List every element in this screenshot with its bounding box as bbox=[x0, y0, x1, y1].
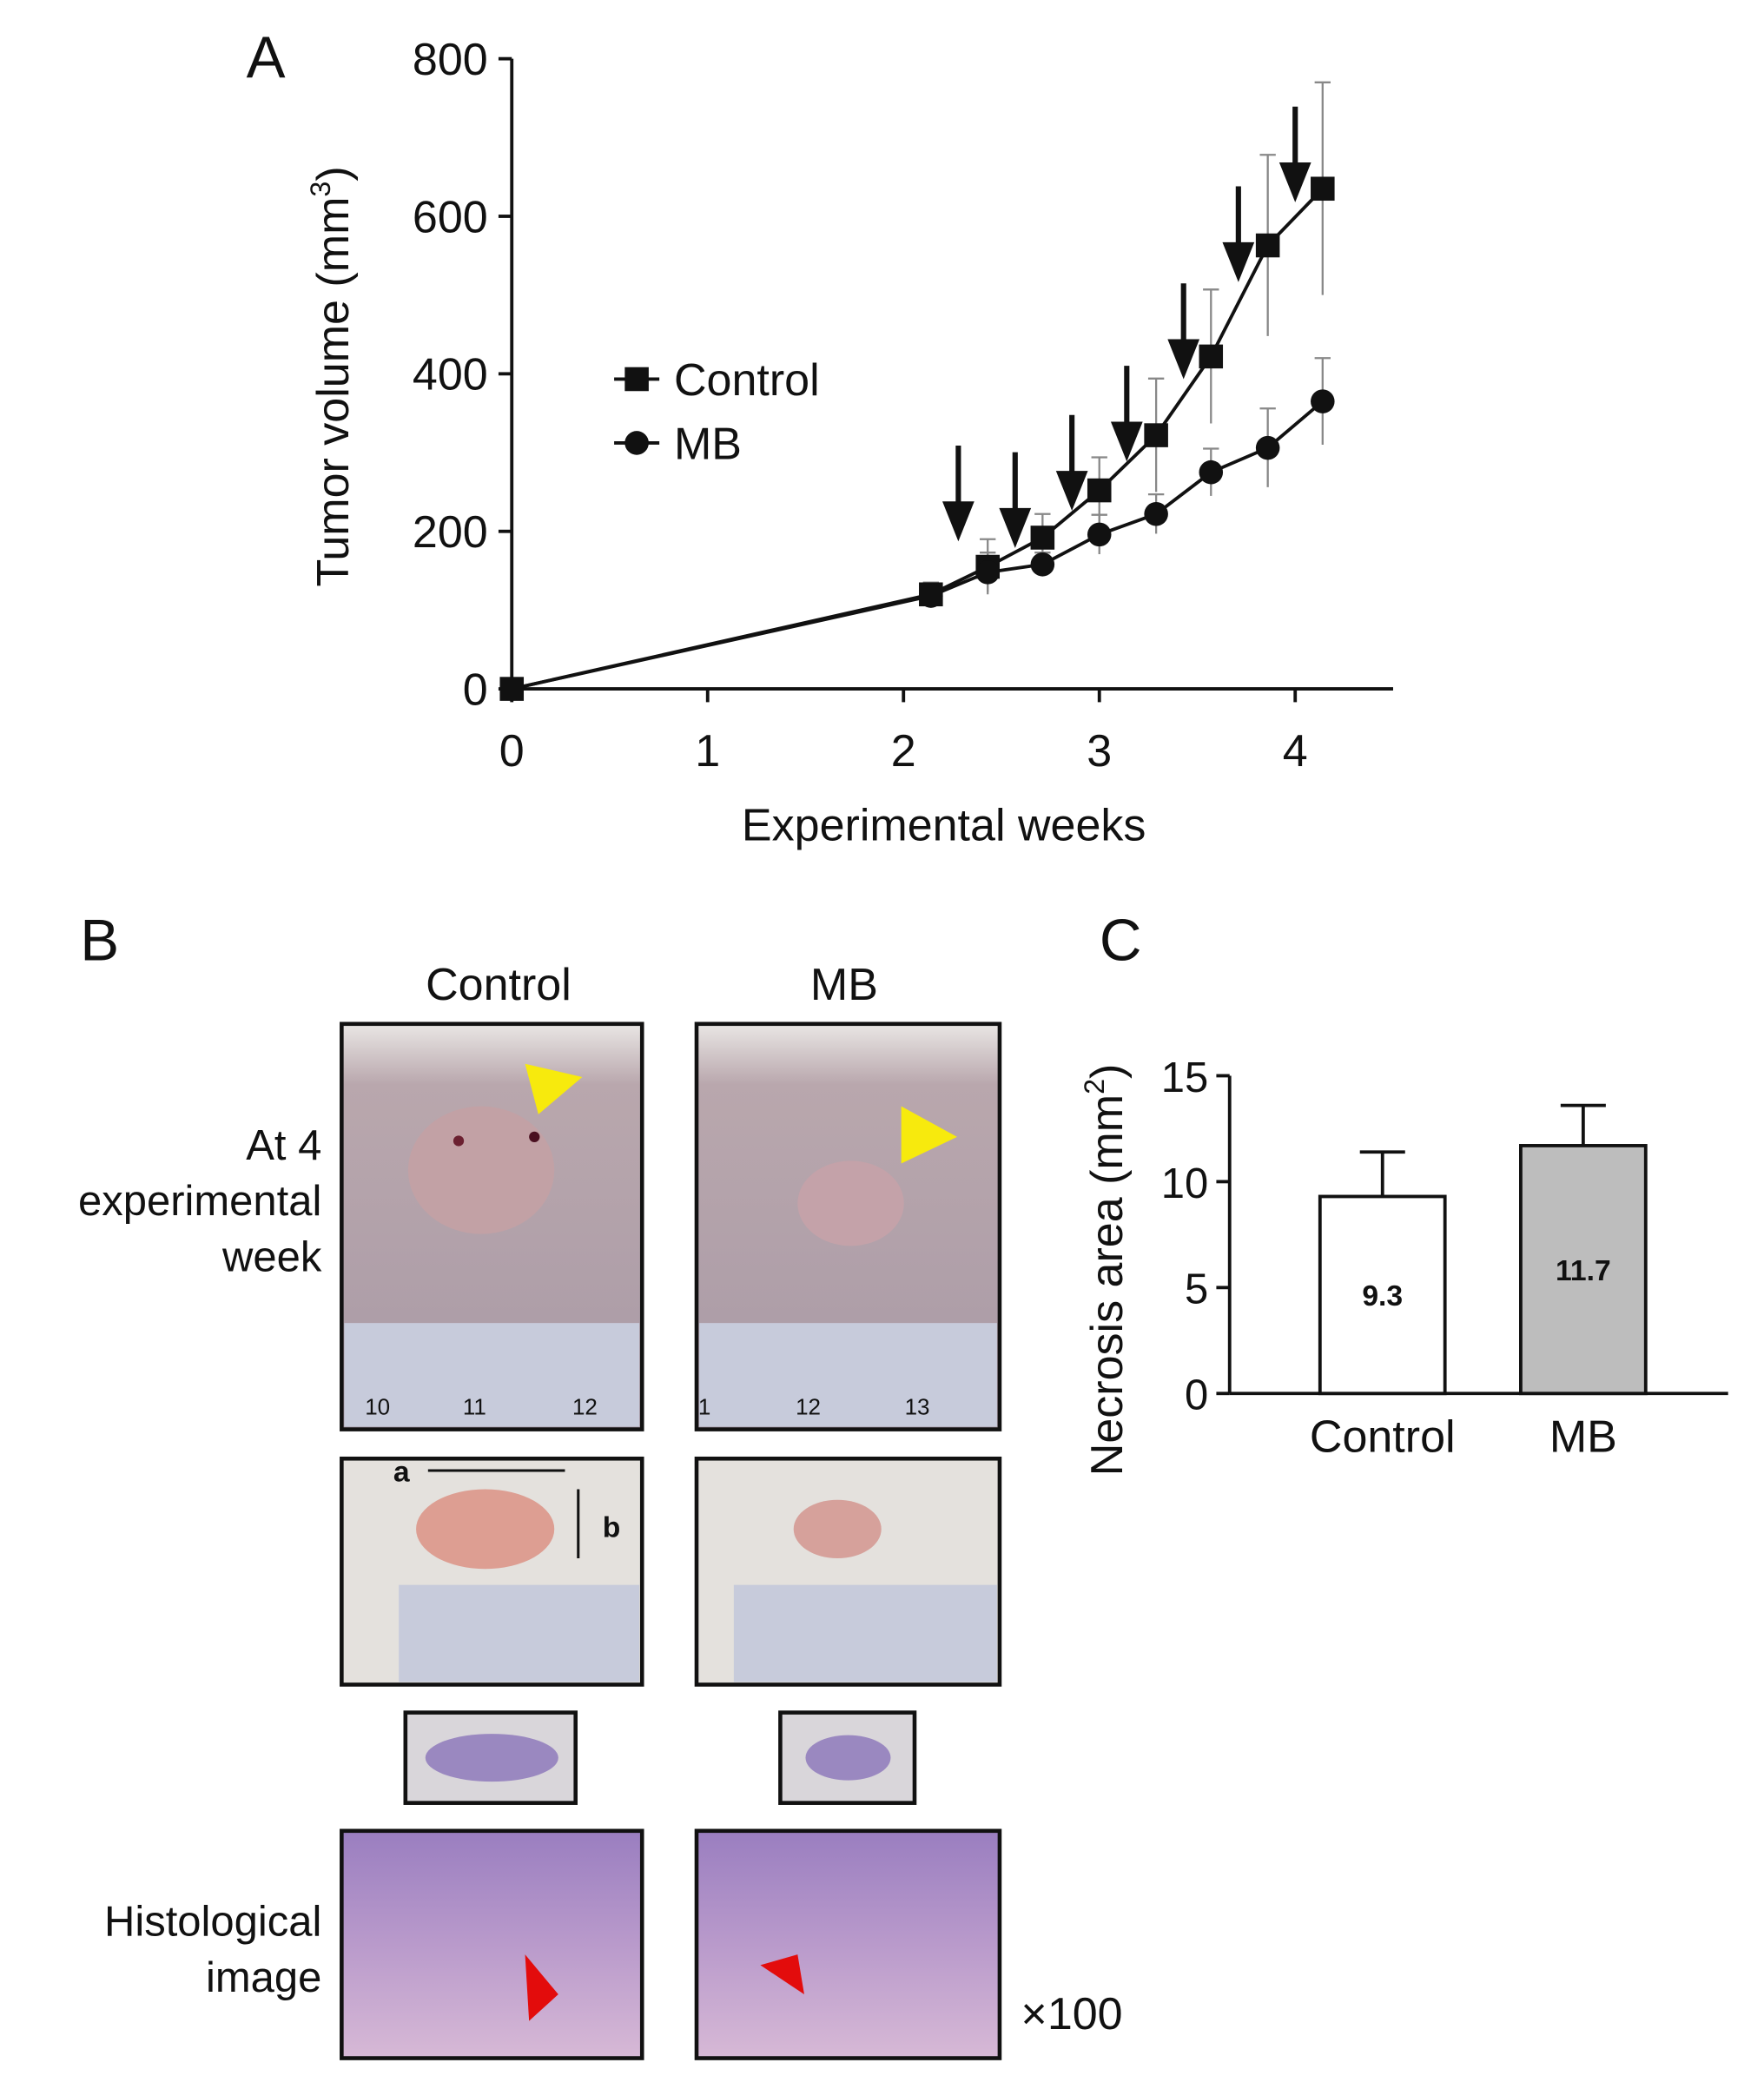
value-label: 9.3 bbox=[1362, 1280, 1403, 1312]
y-tick-label: 10 bbox=[1161, 1160, 1208, 1207]
x-tick-label: Control bbox=[1310, 1412, 1456, 1463]
photo bbox=[694, 1021, 1002, 1431]
legend-label: Control bbox=[674, 355, 820, 406]
photo bbox=[340, 1021, 644, 1431]
x-tick-label: 3 bbox=[1087, 726, 1112, 777]
marker bbox=[919, 584, 943, 608]
y-tick-label: 5 bbox=[1185, 1266, 1208, 1313]
arrow-head bbox=[999, 507, 1032, 548]
ruler-label: 11 bbox=[463, 1394, 486, 1420]
y-tick-label: 800 bbox=[413, 35, 488, 85]
marker bbox=[1087, 522, 1112, 547]
x-tick-label: MB bbox=[1549, 1412, 1617, 1463]
arrow-head bbox=[942, 501, 974, 542]
marker bbox=[1087, 478, 1112, 503]
row-label: At 4 bbox=[246, 1122, 321, 1169]
marker bbox=[1199, 459, 1224, 485]
ruler-label: 10 bbox=[365, 1394, 390, 1420]
ruler-label: 12 bbox=[572, 1394, 598, 1420]
bar bbox=[1519, 1144, 1648, 1396]
photo bbox=[340, 1828, 644, 2060]
value-label: 11.7 bbox=[1556, 1255, 1611, 1287]
row-label: experimental bbox=[78, 1178, 321, 1225]
y-tick-label: 600 bbox=[413, 192, 488, 242]
marker bbox=[1030, 526, 1055, 550]
panel-label: C bbox=[1100, 908, 1142, 973]
marker bbox=[1311, 176, 1335, 202]
bar bbox=[1318, 1194, 1447, 1396]
y-axis-label: Tumor volume (mm3) bbox=[305, 166, 359, 586]
y-tick-label: 200 bbox=[413, 507, 488, 558]
y-axis-label-part: Necrosis area (mm bbox=[1082, 1094, 1133, 1476]
arrow-head bbox=[1055, 471, 1088, 511]
arrow-head bbox=[1110, 421, 1143, 462]
marker bbox=[1255, 233, 1280, 258]
y-axis-label-part: Tumor volume (mm bbox=[308, 197, 359, 587]
x-tick-label: 4 bbox=[1283, 726, 1308, 777]
y-tick-label: 0 bbox=[463, 664, 488, 715]
column-label: MB bbox=[810, 960, 878, 1010]
column-label: Control bbox=[426, 960, 571, 1010]
arrow-head bbox=[1278, 162, 1311, 202]
marker bbox=[975, 560, 1000, 585]
row-label: image bbox=[206, 1954, 321, 2001]
photo bbox=[340, 1456, 644, 1687]
photo bbox=[403, 1710, 578, 1805]
marker bbox=[1144, 423, 1168, 447]
ruler-label: 13 bbox=[905, 1394, 930, 1420]
panel-label: B bbox=[80, 908, 119, 973]
x-tick-label: 2 bbox=[891, 726, 916, 777]
ruler-label: 12 bbox=[796, 1394, 821, 1420]
y-axis-label-part: 2 bbox=[1079, 1079, 1110, 1094]
photo bbox=[694, 1456, 1002, 1687]
y-axis-label: Necrosis area (mm2) bbox=[1079, 1064, 1133, 1477]
x-tick-label: 0 bbox=[499, 726, 525, 777]
marker bbox=[1030, 552, 1055, 577]
ruler-label: 1 bbox=[698, 1394, 710, 1420]
photo bbox=[694, 1828, 1002, 2060]
legend-label: MB bbox=[674, 419, 742, 469]
y-axis-label-part: ) bbox=[308, 166, 359, 181]
dimension-label: b bbox=[603, 1512, 621, 1544]
legend-marker bbox=[624, 431, 649, 455]
y-axis-label-part: ) bbox=[1082, 1064, 1133, 1079]
y-axis-label-part: 3 bbox=[305, 182, 336, 197]
marker bbox=[499, 677, 525, 701]
panel-label: A bbox=[247, 25, 286, 90]
photo bbox=[778, 1710, 917, 1805]
marker bbox=[1311, 389, 1335, 413]
marker bbox=[1255, 435, 1280, 460]
y-tick-label: 400 bbox=[413, 350, 488, 400]
y-tick-label: 15 bbox=[1161, 1054, 1208, 1101]
marker bbox=[1199, 344, 1224, 369]
magnification: ×100 bbox=[1021, 1989, 1122, 2039]
arrow-head bbox=[1167, 339, 1200, 380]
dimension-label: a bbox=[393, 1456, 410, 1488]
x-axis-label: Experimental weeks bbox=[742, 801, 1146, 851]
y-tick-label: 0 bbox=[1185, 1372, 1208, 1419]
row-label: Histological bbox=[104, 1899, 321, 1946]
row-label: week bbox=[221, 1233, 322, 1280]
arrow-head bbox=[1222, 241, 1255, 282]
x-tick-label: 1 bbox=[695, 726, 720, 777]
marker bbox=[1144, 501, 1168, 526]
legend-marker bbox=[624, 367, 649, 392]
